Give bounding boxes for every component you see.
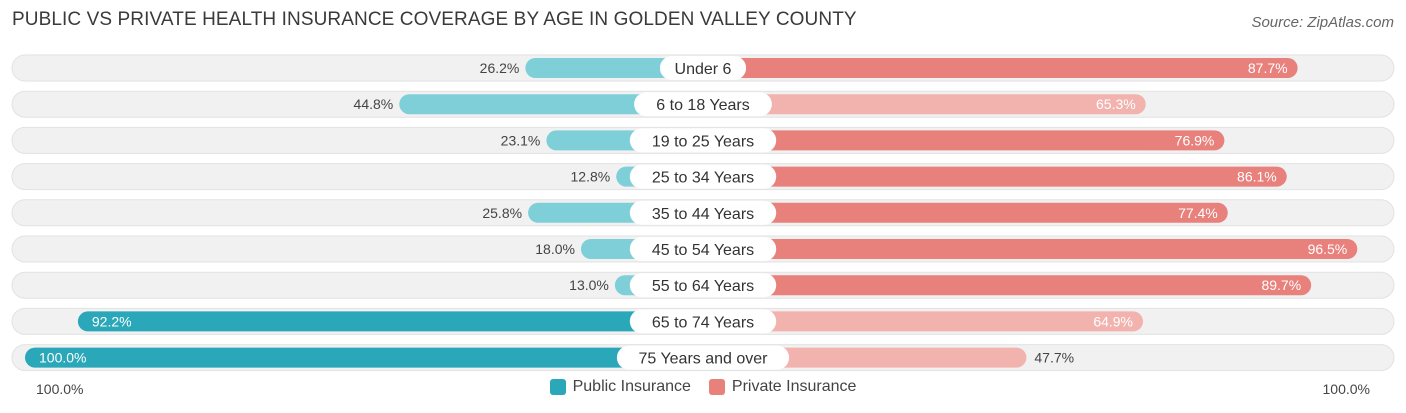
category-label-pill (616, 345, 790, 370)
legend-item-private: Private Insurance (708, 378, 857, 396)
legend-item-public: Public Insurance (549, 378, 691, 396)
category-label: 6 to 18 Years (656, 97, 749, 114)
category-label: 19 to 25 Years (652, 133, 754, 150)
legend: Public Insurance Private Insurance (0, 378, 1406, 396)
private-bar (703, 202, 1228, 223)
public-value-label: 44.8% (354, 96, 394, 112)
public-value-label: 12.8% (571, 169, 611, 185)
category-label-pill (629, 200, 777, 225)
category-label-pill (629, 164, 777, 189)
public-value-label: 18.0% (535, 241, 575, 257)
category-label-pill (629, 309, 777, 334)
public-value-label: 100.0% (39, 350, 86, 366)
public-value-label: 92.2% (92, 313, 132, 329)
category-label-pill (629, 128, 777, 153)
chart-canvas: 26.2% 87.7% Under 6 44.8% 65.3% 6 to 18 Years… (11, 54, 1395, 372)
category-label-pill (629, 273, 777, 298)
category-label: 65 to 74 Years (652, 314, 754, 331)
private-value-label: 77.4% (1178, 205, 1218, 221)
public-bar (25, 347, 703, 368)
public-value-label: 25.8% (482, 205, 522, 221)
public-bar (525, 58, 703, 78)
category-label: 35 to 44 Years (652, 206, 754, 223)
category-label: 25 to 34 Years (652, 170, 754, 187)
private-bar (703, 130, 1225, 151)
public-bar (399, 94, 703, 115)
private-bar (703, 94, 1146, 115)
private-value-label: 96.5% (1308, 241, 1348, 257)
private-bar (703, 311, 1144, 332)
private-value-label: 64.9% (1093, 313, 1133, 329)
private-value-label: 86.1% (1237, 169, 1277, 185)
public-value-label: 13.0% (569, 277, 609, 293)
public-value-label: 23.1% (501, 132, 541, 148)
source-label: Source: ZipAtlas.com (1251, 14, 1394, 31)
category-label: Under 6 (675, 61, 732, 78)
category-label-pill (659, 56, 747, 80)
legend-label-public: Public Insurance (572, 378, 691, 395)
private-bar (703, 166, 1287, 187)
category-label: 55 to 64 Years (652, 278, 754, 295)
private-bar (703, 239, 1358, 259)
private-value-label: 47.7% (1034, 350, 1074, 366)
public-value-label: 26.2% (480, 60, 520, 76)
axis-right-label: 100.0% (1322, 381, 1370, 397)
legend-swatch-private (708, 379, 725, 395)
category-label: 45 to 54 Years (652, 242, 754, 259)
legend-label-private: Private Insurance (731, 378, 857, 395)
private-value-label: 87.7% (1248, 60, 1288, 76)
chart-title: PUBLIC VS PRIVATE HEALTH INSURANCE COVER… (12, 9, 857, 30)
axis-left-label: 100.0% (36, 381, 84, 397)
category-label-pill (629, 237, 777, 261)
category-label-pill (634, 92, 772, 117)
private-value-label: 89.7% (1261, 277, 1301, 293)
legend-swatch-public (549, 379, 566, 395)
private-value-label: 65.3% (1096, 96, 1136, 112)
category-label: 75 Years and over (639, 351, 769, 368)
private-bar (703, 275, 1312, 296)
private-value-label: 76.9% (1175, 132, 1215, 148)
public-bar (77, 311, 703, 332)
private-bar (703, 58, 1298, 78)
